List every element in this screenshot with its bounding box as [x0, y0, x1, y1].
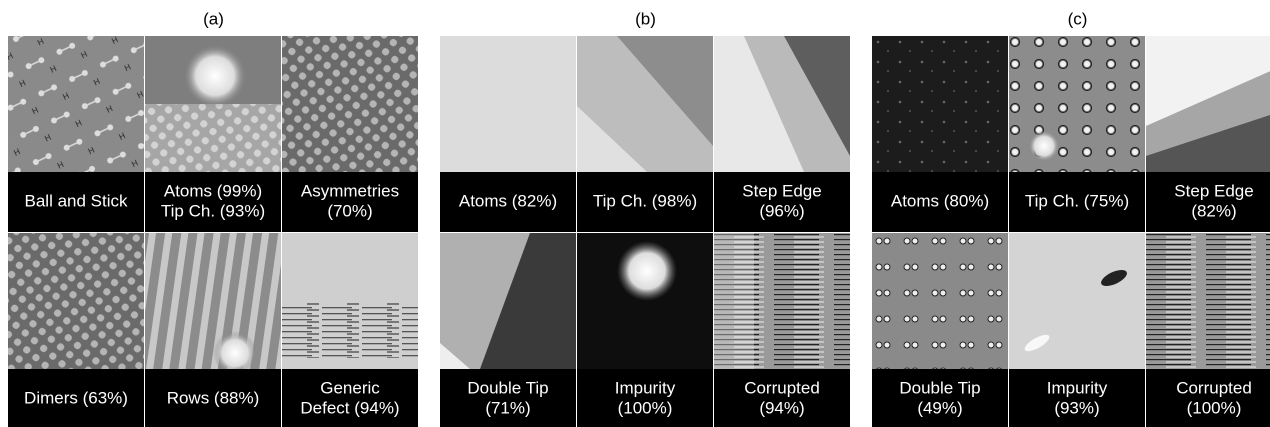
caption: (71%) [485, 398, 530, 417]
tile-image [145, 36, 281, 172]
caption: Double Tip [467, 378, 548, 397]
caption: Atoms (82%) [459, 191, 557, 210]
blob [183, 44, 247, 108]
caption: Impurity [1047, 378, 1108, 397]
image [714, 233, 754, 369]
panel: (a) Ball and Stick Atoms (99%)Tip Ch. (93%… [8, 9, 418, 427]
tile: Double Tip(49%) [872, 233, 1008, 427]
tile: Double Tip(71%) [440, 233, 576, 427]
caption: (49%) [917, 398, 962, 417]
tile: Impurity(93%) [1009, 233, 1145, 427]
tile: Corrupted(94%) [714, 233, 850, 427]
image [8, 233, 144, 369]
caption: Corrupted [744, 378, 820, 397]
tile-image [440, 36, 576, 172]
caption: Double Tip [899, 378, 980, 397]
caption: Corrupted [1176, 378, 1252, 397]
tile-image [282, 233, 418, 369]
panel: (c) Atoms (80%) Tip Ch. (75%) Step Edge(82%… [872, 9, 1270, 427]
panel: (b) Atoms (82%) Tip Ch. (98%) Step Edge(96%… [440, 9, 850, 427]
tile: Atoms (82%) [440, 36, 576, 232]
image [282, 303, 418, 358]
caption: Tip Ch. (75%) [1025, 191, 1129, 210]
caption: Dimers (63%) [24, 388, 128, 407]
tile: Step Edge(82%) [1146, 36, 1270, 232]
panel-label: (c) [1068, 9, 1088, 28]
tile-image [714, 233, 850, 369]
tile-image [1146, 233, 1270, 369]
tile: Step Edge(96%) [714, 36, 850, 232]
blob [617, 241, 677, 301]
tile-image [440, 233, 576, 369]
tile-image [145, 233, 281, 375]
caption: Asymmetries [301, 181, 399, 200]
blob [1028, 130, 1060, 162]
tile-image [1009, 233, 1145, 369]
caption: Step Edge [742, 181, 821, 200]
image [1146, 233, 1270, 369]
caption: Step Edge [1174, 181, 1253, 200]
caption: (70%) [327, 201, 372, 220]
caption: Tip Ch. (93%) [161, 201, 265, 220]
image [145, 233, 281, 369]
tile: Tip Ch. (75%) [1009, 36, 1145, 232]
tile-image [714, 36, 850, 172]
caption: Atoms (99%) [164, 181, 262, 200]
tile-image [872, 233, 1008, 369]
caption: Impurity [615, 378, 676, 397]
tile: Impurity(100%) [577, 233, 713, 427]
tile-image [1146, 36, 1270, 172]
caption: Atoms (80%) [891, 191, 989, 210]
tile: Atoms (80%) [872, 36, 1008, 232]
tile: Asymmetries(70%) [282, 36, 418, 232]
caption: (82%) [1191, 201, 1236, 220]
caption: (100%) [1187, 398, 1242, 417]
image [8, 36, 144, 172]
tile: Ball and Stick [8, 36, 144, 232]
caption: Defect (94%) [300, 398, 399, 417]
tile-image [1009, 36, 1145, 172]
caption: Ball and Stick [25, 191, 128, 210]
image [872, 233, 1008, 369]
image [282, 36, 418, 172]
tile-image [577, 36, 713, 172]
caption: (100%) [618, 398, 673, 417]
tile-image [872, 36, 1008, 172]
tile: Atoms (99%)Tip Ch. (93%) [145, 36, 281, 232]
figure: H (a)Ball and StickAtoms (99%)Tip Ch. (9… [0, 0, 1270, 427]
tile-image [8, 36, 144, 172]
caption: (94%) [759, 398, 804, 417]
tile-image [8, 233, 144, 369]
tile-image [282, 36, 418, 172]
image [440, 36, 576, 172]
panel-label: (a) [203, 9, 224, 28]
image [145, 104, 281, 172]
panel-label: (b) [635, 9, 656, 28]
caption: (96%) [759, 201, 804, 220]
tile: Dimers (63%) [8, 233, 144, 427]
caption: Tip Ch. (98%) [593, 191, 697, 210]
tile: Tip Ch. (98%) [577, 36, 713, 232]
caption: Generic [320, 378, 380, 397]
caption: Rows (88%) [167, 388, 260, 407]
tile: Corrupted(100%) [1146, 233, 1270, 427]
caption: (93%) [1054, 398, 1099, 417]
tile-image [577, 233, 713, 369]
blob [213, 331, 257, 375]
image [872, 36, 1008, 172]
tile: Rows (88%) [145, 233, 281, 427]
